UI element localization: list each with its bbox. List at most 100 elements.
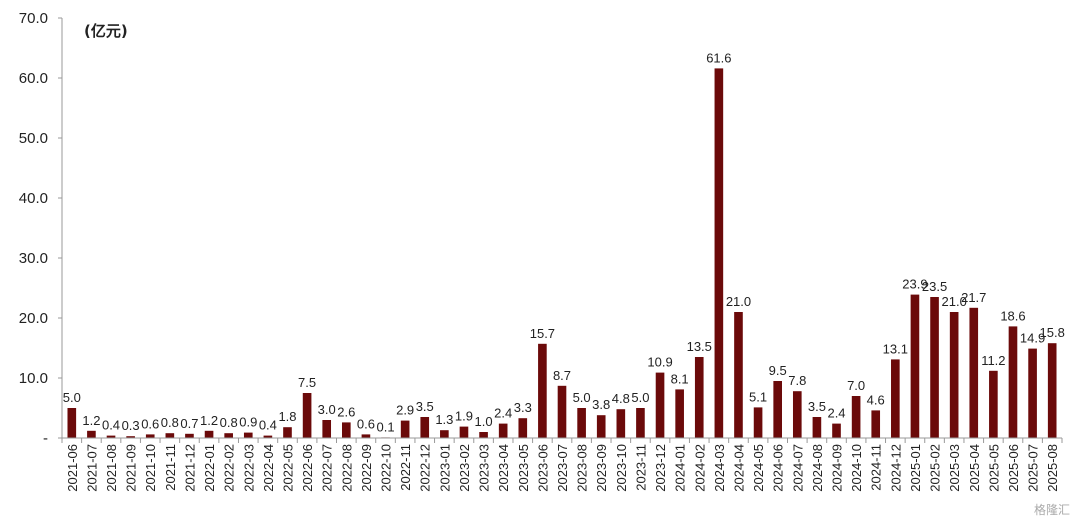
bar-data-label: 14.9 — [1020, 331, 1045, 346]
bar — [753, 407, 763, 438]
x-tick-label: 2023-01 — [437, 444, 452, 492]
bar-data-label: 0.4 — [102, 418, 120, 433]
bar-data-label: 1.3 — [435, 412, 453, 427]
x-tick-label: 2024-09 — [830, 444, 845, 492]
bar — [165, 433, 175, 438]
x-tick-label: 2024-02 — [692, 444, 707, 492]
y-tick-label: 20.0 — [19, 310, 48, 327]
x-axis: 2021-06 2021-07 2021-08 2021-09 2021-10 2021-… — [61, 437, 1063, 492]
bar-data-label: 1.9 — [455, 409, 473, 424]
bar — [694, 357, 704, 438]
x-tick-label: 2021-11 — [163, 444, 178, 491]
bar — [400, 420, 410, 438]
bar — [949, 312, 959, 438]
bar-data-label: 13.5 — [687, 339, 712, 354]
x-tick-label: 2023-06 — [535, 444, 550, 492]
bar — [538, 343, 547, 438]
bar — [773, 381, 782, 438]
bar-data-label: 4.8 — [612, 391, 630, 406]
x-tick-label: 2024-03 — [712, 444, 727, 492]
y-tick-label: 50.0 — [19, 130, 48, 147]
bar — [342, 422, 351, 438]
bar — [714, 68, 724, 439]
x-tick-label: 2021-07 — [84, 444, 99, 492]
bar-data-label: 5.1 — [749, 389, 767, 404]
bar-data-label: 21.0 — [726, 294, 751, 309]
bar-data-label: 21.0 — [942, 294, 967, 309]
bar — [832, 423, 841, 438]
bar-data-label: 2.9 — [396, 403, 414, 418]
bar — [930, 297, 939, 438]
bar — [145, 434, 155, 438]
bar-data-label: 0.6 — [141, 416, 159, 431]
bar — [734, 312, 743, 438]
x-tick-label: 2024-06 — [771, 444, 786, 492]
bar — [655, 372, 665, 438]
bar — [518, 418, 528, 438]
y-tick-label: 10.0 — [19, 370, 48, 387]
watermark: 格隆汇 — [1033, 503, 1070, 517]
bar — [420, 417, 430, 438]
x-tick-label: 2022-04 — [261, 444, 276, 492]
x-tick-label: 2023-12 — [653, 444, 668, 492]
bar — [596, 415, 606, 438]
x-tick-label: 2023-10 — [614, 444, 629, 492]
bar — [636, 408, 645, 438]
bar — [459, 426, 469, 438]
bar-data-label: 2.6 — [337, 404, 355, 419]
x-tick-label: 2024-05 — [751, 444, 766, 492]
bar — [675, 389, 684, 438]
bar-data-label: 0.9 — [239, 415, 257, 430]
bar-data-label: 1.2 — [200, 413, 218, 428]
bar — [479, 432, 488, 438]
bar — [989, 370, 998, 438]
x-tick-label: 2025-07 — [1026, 444, 1041, 492]
x-tick-label: 2022-03 — [241, 444, 256, 492]
bar — [263, 435, 273, 438]
x-tick-label: 2024-04 — [731, 444, 746, 492]
x-tick-label: 2024-10 — [849, 444, 864, 492]
bar-data-label: 8.7 — [553, 368, 571, 383]
bar — [361, 434, 371, 438]
bar — [557, 385, 567, 438]
bar — [283, 427, 292, 438]
x-tick-label: 2022-05 — [280, 444, 295, 492]
x-tick-label: 2022-11 — [398, 444, 413, 491]
x-tick-label: 2023-07 — [555, 444, 570, 492]
bar-data-label: 3.0 — [318, 402, 336, 417]
x-tick-label: 2023-09 — [594, 444, 609, 492]
bar-data-label: 13.1 — [883, 341, 908, 356]
bar — [577, 408, 586, 438]
bar-data-label: 5.0 — [631, 390, 649, 405]
bar — [322, 420, 332, 438]
bar — [792, 391, 802, 438]
bar-data-label: 18.6 — [1000, 308, 1025, 323]
bar-data-label: 21.7 — [961, 290, 986, 305]
bar-data-label: 1.0 — [475, 414, 493, 429]
y-tick-label: 60.0 — [19, 70, 48, 87]
bar-data-label: 0.6 — [357, 416, 375, 431]
bar-data-label: 5.0 — [63, 390, 81, 405]
y-tick-label: - — [43, 430, 48, 447]
bar — [969, 307, 979, 438]
x-tick-label: 2024-12 — [888, 444, 903, 492]
bar — [1047, 343, 1057, 438]
bar-data-label: 0.4 — [259, 418, 277, 433]
bar-data-label: 9.5 — [769, 363, 787, 378]
bar — [812, 417, 822, 438]
x-tick-label: 2021-06 — [65, 444, 80, 492]
bar — [851, 396, 861, 438]
bar-data-label: 7.8 — [788, 373, 806, 388]
x-tick-label: 2024-01 — [673, 444, 688, 492]
y-tick-label: 30.0 — [19, 250, 48, 267]
x-tick-label: 2025-02 — [928, 444, 943, 492]
y-tick-label: 40.0 — [19, 190, 48, 207]
y-tick-label: 70.0 — [19, 10, 48, 27]
bar-data-label: 3.5 — [416, 399, 434, 414]
bar-data-label: 0.8 — [220, 415, 238, 430]
bar-data-label: 7.5 — [298, 375, 316, 390]
bar — [224, 433, 233, 438]
x-tick-label: 2022-09 — [359, 444, 374, 492]
unit-label: (亿元) — [84, 22, 128, 40]
bar-data-label: 0.8 — [161, 415, 179, 430]
